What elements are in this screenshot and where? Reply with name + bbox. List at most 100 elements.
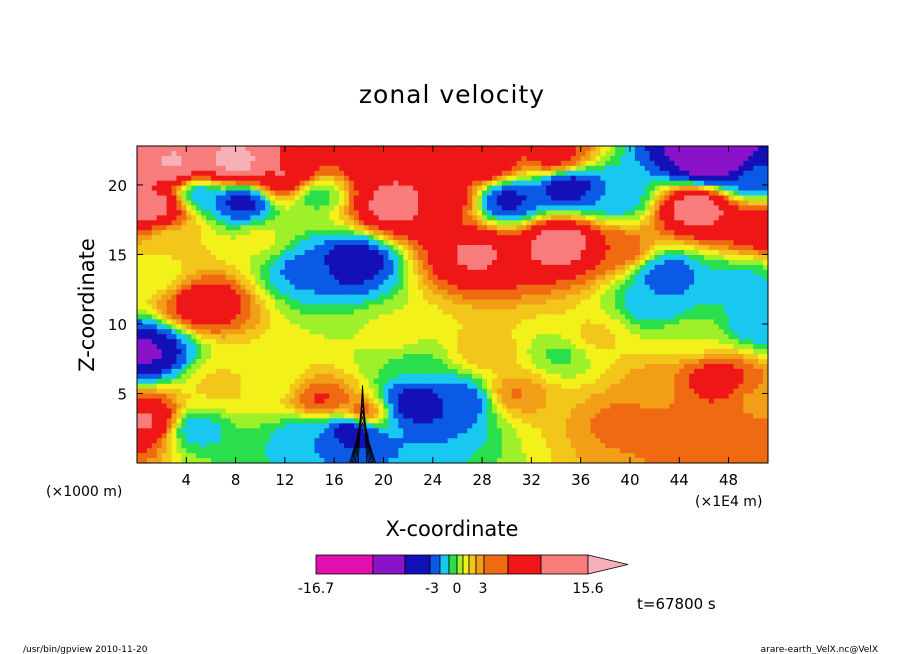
heatmap-cell (551, 215, 557, 221)
heatmap-cell (260, 309, 266, 315)
heatmap-cell (201, 319, 207, 325)
heatmap-cell (580, 185, 587, 192)
heatmap-cell (694, 210, 700, 216)
heatmap-cell (186, 230, 192, 236)
heatmap-cell (536, 294, 542, 301)
heatmap-cell (240, 150, 247, 157)
heatmap-cell (161, 264, 168, 271)
heatmap-cell (580, 264, 587, 271)
heatmap-cell (220, 334, 227, 340)
heatmap-cell (393, 160, 399, 167)
heatmap-cell (240, 329, 247, 335)
heatmap-cell (265, 215, 271, 221)
heatmap-cell (373, 195, 380, 202)
heatmap-cell (146, 319, 153, 325)
heatmap-cell (733, 269, 740, 276)
heatmap-cell (161, 304, 168, 311)
heatmap-cell (452, 155, 459, 162)
heatmap-cell (728, 274, 735, 281)
heatmap-cell (141, 314, 148, 320)
heatmap-cell (225, 264, 232, 271)
heatmap-cell (521, 215, 528, 221)
heatmap-cell (526, 269, 532, 276)
heatmap-cell (161, 195, 168, 202)
heatmap-cell (575, 294, 582, 301)
heatmap-cell (334, 190, 340, 197)
heatmap-cell (689, 155, 695, 162)
heatmap-cell (575, 225, 582, 231)
heatmap-cell (275, 269, 281, 276)
heatmap-cell (383, 235, 390, 241)
heatmap-cell (689, 235, 695, 241)
heatmap-cell (467, 324, 473, 330)
heatmap-cell (358, 215, 365, 221)
heatmap-cell (580, 215, 587, 221)
heatmap-cell (417, 240, 424, 246)
heatmap-cell (250, 205, 256, 211)
heatmap-cell (585, 146, 592, 152)
heatmap-cell (186, 165, 192, 172)
heatmap-cell (309, 245, 316, 251)
heatmap-cell (664, 210, 671, 216)
heatmap-cell (541, 289, 547, 296)
heatmap-cell (309, 146, 316, 152)
heatmap-cell (605, 259, 611, 266)
heatmap-cell (358, 279, 365, 286)
heatmap-cell (368, 254, 375, 261)
heatmap-cell (432, 284, 439, 291)
heatmap-cell (669, 160, 675, 167)
heatmap-cell (151, 264, 158, 271)
heatmap-cell (694, 175, 700, 182)
heatmap-cell (491, 319, 498, 325)
heatmap-cell (437, 235, 444, 241)
heatmap-cell (417, 225, 424, 231)
heatmap-cell (674, 205, 680, 211)
heatmap-cell (344, 155, 350, 162)
heatmap-cell (491, 259, 498, 266)
heatmap-cell (708, 155, 715, 162)
heatmap-cell (220, 205, 227, 211)
heatmap-cell (284, 220, 291, 226)
heatmap-cell (703, 274, 710, 281)
heatmap-cell (201, 250, 207, 256)
heatmap-cell (546, 190, 552, 197)
heatmap-cell (472, 225, 478, 231)
heatmap-cell (353, 264, 360, 271)
heatmap-cell (753, 210, 759, 216)
heatmap-cell (432, 235, 439, 241)
heatmap-cell (348, 279, 355, 286)
heatmap-cell (432, 264, 439, 271)
heatmap-cell (521, 274, 528, 281)
heatmap-cell (723, 175, 730, 182)
heatmap-cell (304, 195, 311, 202)
heatmap-cell (649, 274, 656, 281)
heatmap-cell (284, 230, 291, 236)
heatmap-cell (689, 245, 695, 251)
heatmap-cell (225, 185, 232, 192)
heatmap-cell (255, 180, 261, 187)
heatmap-cell (639, 250, 646, 256)
heatmap-cell (314, 254, 320, 261)
heatmap-cell (728, 254, 735, 261)
heatmap-cell (210, 299, 217, 306)
heatmap-cell (556, 230, 562, 236)
heatmap-cell (694, 319, 700, 325)
heatmap-cell (171, 250, 178, 256)
heatmap-cell (398, 309, 404, 315)
heatmap-cell (521, 319, 528, 325)
heatmap-cell (664, 240, 671, 246)
heatmap-cell (250, 309, 256, 315)
heatmap-cell (620, 245, 626, 251)
heatmap-cell (674, 294, 680, 301)
heatmap-cell (186, 200, 192, 207)
heatmap-cell (279, 319, 286, 325)
heatmap-cell (235, 289, 242, 296)
heatmap-cell (506, 215, 513, 221)
heatmap-cell (753, 180, 759, 187)
heatmap-cell (664, 190, 671, 197)
heatmap-cell (383, 230, 390, 236)
heatmap-cell (191, 215, 197, 221)
heatmap-cell (151, 160, 158, 167)
heatmap-cell (516, 334, 523, 340)
heatmap-cell (708, 269, 715, 276)
